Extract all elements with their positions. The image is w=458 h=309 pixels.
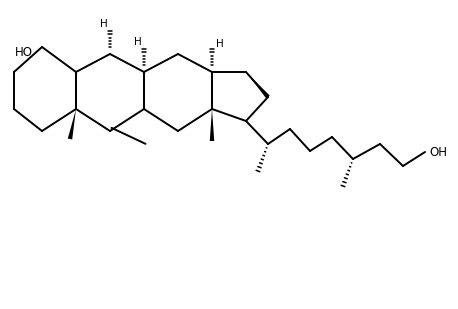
Text: H: H (216, 39, 224, 49)
Text: H: H (134, 37, 142, 47)
Text: HO: HO (15, 45, 33, 58)
Polygon shape (68, 109, 76, 139)
Text: H: H (100, 19, 108, 29)
Polygon shape (246, 72, 270, 99)
Text: OH: OH (429, 146, 447, 159)
Polygon shape (210, 109, 214, 141)
